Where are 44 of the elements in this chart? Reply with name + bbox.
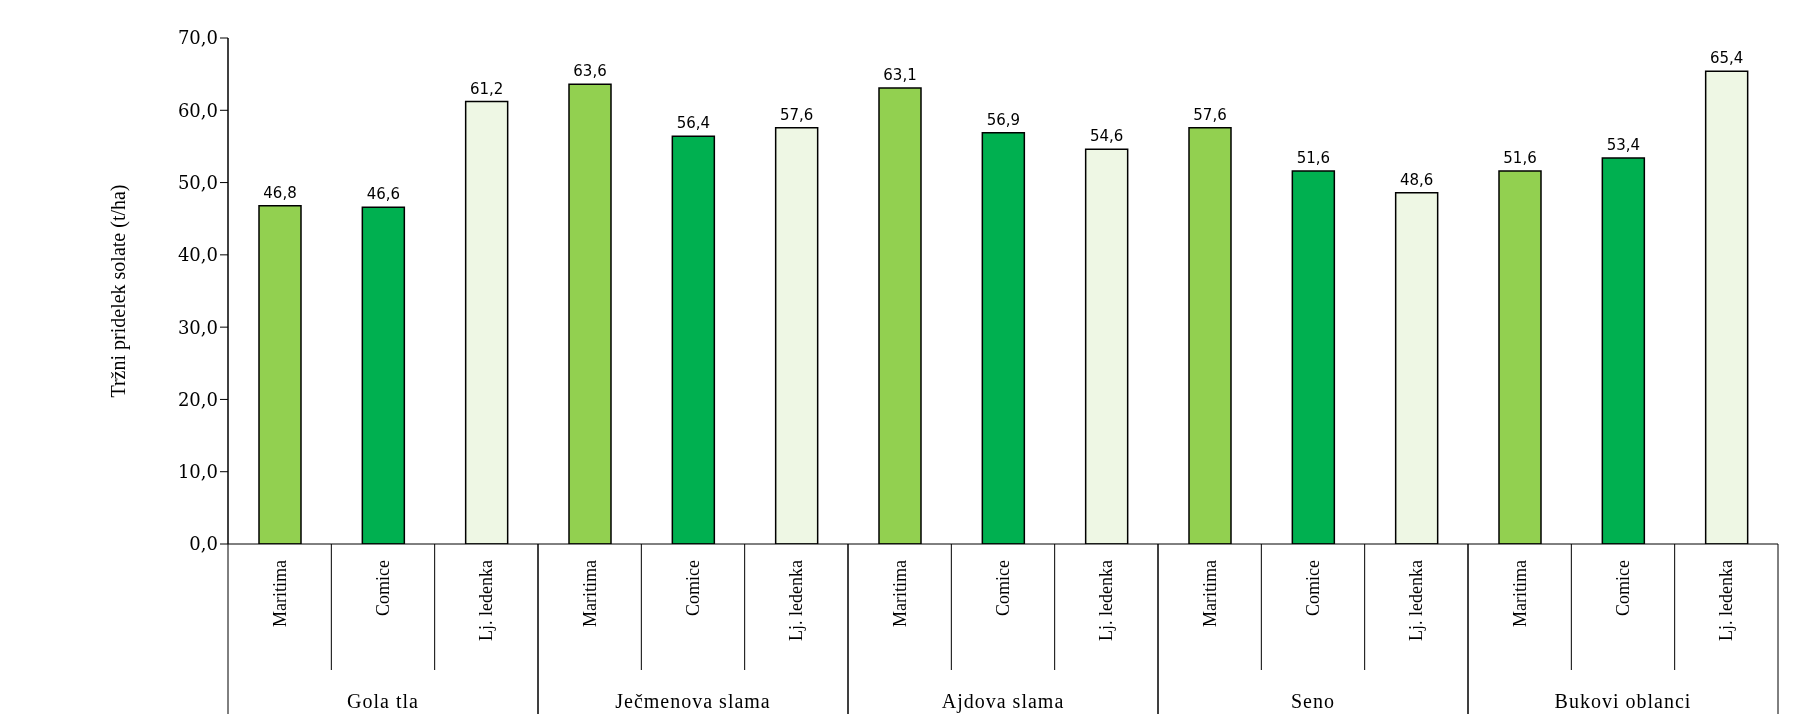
text: Maritima: [579, 560, 600, 627]
data-label: 61,2: [469, 79, 504, 98]
y-tick-label: 70,0: [177, 27, 218, 49]
text: Maritima: [269, 559, 290, 627]
text: Lj. ledenka: [1406, 560, 1427, 641]
x-tick-label: Ajdova slama: [941, 690, 1065, 713]
text: Lj. ledenka: [786, 560, 807, 641]
text: Comice: [993, 560, 1013, 616]
text: Maritima: [1509, 560, 1530, 627]
data-label: 63,6: [573, 62, 607, 81]
y-axis-title: Tržni pridelek solate (t/ha): [107, 184, 131, 398]
text: Comice: [1303, 560, 1323, 616]
x-tick-label: Gola tla: [347, 690, 419, 712]
y-tick-label: 10,0: [177, 461, 218, 483]
text: Lj. ledenka: [476, 559, 497, 641]
data-label: 57,6: [779, 105, 814, 124]
data-label: 51,6: [1503, 149, 1537, 168]
x-tick-label: Bukovi oblanci: [1554, 690, 1692, 712]
data-label: 63,1: [883, 65, 917, 84]
y-tick-label: 30,0: [177, 316, 218, 338]
text: Maritima: [889, 560, 910, 627]
x-tick-label: Seno: [1291, 690, 1335, 712]
data-label: 53,4: [1606, 135, 1641, 154]
data-label: 48,6: [1399, 170, 1434, 189]
data-label: 46,8: [263, 183, 297, 202]
text: Lj. ledenka: [1716, 560, 1737, 641]
y-tick-label: 0,0: [189, 533, 218, 555]
text: Lj. ledenka: [1096, 560, 1117, 641]
data-label: 65,4: [1709, 49, 1744, 68]
data-label: 56,9: [986, 110, 1021, 129]
data-label: 51,6: [1296, 149, 1331, 168]
y-tick-label: 40,0: [177, 244, 218, 266]
data-label: 46,6: [366, 185, 401, 204]
data-label: 57,6: [1193, 105, 1227, 124]
text: Comice: [373, 560, 393, 616]
data-label: 56,4: [676, 114, 711, 133]
text: Comice: [683, 560, 703, 616]
data-label: 54,6: [1089, 127, 1124, 146]
y-tick-label: 20,0: [177, 388, 218, 410]
y-tick-label: 50,0: [177, 171, 218, 193]
text: Maritima: [1199, 560, 1220, 627]
x-tick-label: Ječmenova slama: [615, 690, 771, 712]
text: Comice: [1613, 560, 1633, 616]
y-tick-label: 60,0: [177, 99, 218, 121]
